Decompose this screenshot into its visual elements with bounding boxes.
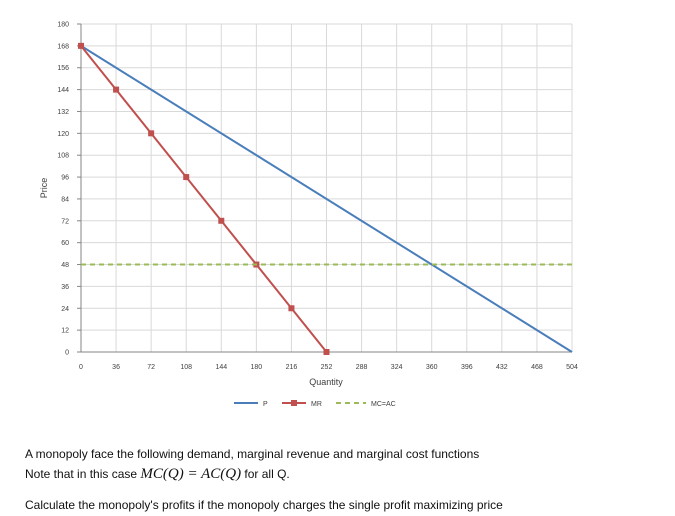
mr-data-point [113,86,120,93]
x-tick-label: 468 [531,364,543,371]
legend-label: P [263,401,268,408]
series-lines [78,42,573,355]
legend-marker [291,400,297,406]
legend-label: MR [311,401,322,408]
mr-data-point [148,130,155,137]
series-line-p [80,45,573,353]
gridlines [81,23,573,352]
question-line-3: Calculate the monopoly's profits if the … [25,498,503,512]
y-tick-label: 132 [57,109,69,116]
x-tick-label: 108 [180,364,192,371]
y-tick-labels: 0 12 24 36 48 60 72 84 96 108 120 132 144 156 168 180 [57,22,69,357]
y-tick-label: 156 [57,65,69,72]
x-tick-label: 36 [112,364,120,371]
chart: 0 36 72 108 144 180 216 252 288 324 360 396 432 468 50… [39,22,578,409]
y-tick-label: 180 [57,22,69,29]
question-line-2-suffix: for all Q. [244,467,290,481]
x-axis-title: Quantity [309,377,343,387]
y-tick-label: 60 [61,240,69,247]
x-tick-label: 288 [356,364,368,371]
x-tick-label: 144 [215,364,227,371]
x-tick-label: 0 [79,364,83,371]
mr-data-point [78,42,84,49]
y-tick-label: 72 [61,218,69,225]
x-tick-label: 360 [426,364,438,371]
question-line-2-prefix: Note that in this case [25,467,138,481]
y-tick-label: 36 [61,284,69,291]
question-line-1: A monopoly face the following demand, ma… [25,447,480,461]
x-tick-label: 324 [391,364,403,371]
mr-data-point [288,305,295,312]
series-line-mr [80,45,328,353]
mr-data-point [218,217,225,224]
question-line-2: Note that in this case MC(Q) = AC(Q) for… [25,466,290,483]
mr-data-point [183,174,190,181]
x-tick-label: 216 [286,364,298,371]
x-tick-label: 180 [251,364,263,371]
mc-equals-ac-formula: MC(Q) = AC(Q) [140,466,242,482]
x-tick-labels: 0 36 72 108 144 180 216 252 288 324 360 396 432 468 50… [79,364,578,371]
legend: P MR MC=AC [234,400,396,408]
y-tick-label: 96 [61,175,69,182]
y-tick-label: 120 [57,131,69,138]
y-tick-label: 24 [61,306,69,313]
y-axis-title: Price [39,178,49,199]
x-tick-label: 432 [496,364,508,371]
legend-label: MC=AC [371,401,396,408]
y-tick-label: 108 [57,153,69,160]
y-tick-label: 144 [57,87,69,94]
y-tick-label: 48 [61,262,69,269]
y-tick-label: 168 [57,43,69,50]
y-tick-label: 84 [61,196,69,203]
x-tick-label: 504 [566,364,578,371]
y-tick-label: 0 [65,350,69,357]
x-tick-label: 72 [147,364,155,371]
y-tick-label: 12 [61,328,69,335]
mr-data-point [323,349,330,355]
x-tick-label: 396 [461,364,473,371]
x-tick-label: 252 [321,364,333,371]
